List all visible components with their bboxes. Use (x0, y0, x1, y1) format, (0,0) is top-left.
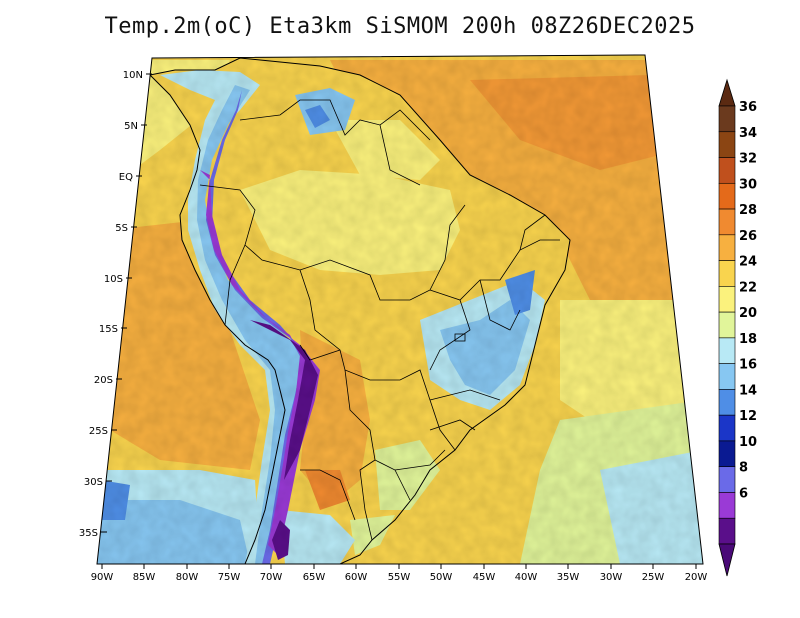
lon-label: 30W (600, 572, 623, 583)
colorbar-boxes (718, 105, 736, 545)
colorbar: 36 34 32 30 28 26 24 22 20 18 16 14 12 10 8 6 (718, 78, 757, 577)
lon-label: 60W (345, 572, 368, 583)
longitude-ticks (101, 564, 697, 569)
colorbar-swatch (718, 234, 736, 261)
coastline-atlantic (149, 57, 571, 564)
colorbar-level-label: 20 (739, 306, 757, 321)
colorbar-swatch (718, 414, 736, 442)
colorbar-level-label: 12 (739, 409, 757, 424)
colorbar-level-label: 18 (739, 332, 757, 347)
colorbar-level-label: 24 (739, 255, 757, 270)
colorbar-swatch (718, 105, 736, 133)
lat-label: 25S (89, 426, 108, 437)
colorbar-swatch (718, 440, 736, 468)
lon-label: 55W (388, 572, 411, 583)
map-title: Temp.2m(oC) Eta3km SiSMOM 200h 08Z26DEC2… (104, 14, 696, 39)
colorbar-level-label: 34 (739, 126, 757, 141)
latitude-labels: 10N 5N EQ 5S 10S 15S 20S 25S 30S 35S (79, 70, 143, 539)
lon-label: 65W (303, 572, 326, 583)
colorbar-top-arrow (718, 78, 736, 107)
lat-label: 15S (99, 324, 118, 335)
colorbar-swatch (718, 389, 736, 416)
lat-label: 5S (115, 223, 128, 234)
colorbar-swatch (718, 517, 736, 545)
colorbar-level-label: 32 (739, 152, 757, 167)
colorbar-level-label: 8 (739, 461, 748, 476)
lat-label: 5N (124, 121, 138, 132)
lat-label: 30S (84, 477, 103, 488)
longitude-labels: 90W 85W 80W 75W 70W 65W 60W 55W 50W 45W … (91, 572, 708, 583)
colorbar-labels: 36 34 32 30 28 26 24 22 20 18 16 14 12 10 8 6 (739, 100, 757, 501)
colorbar-level-label: 22 (739, 280, 757, 295)
colorbar-swatch (718, 131, 736, 158)
colorbar-bottom-arrow (718, 543, 736, 577)
lon-label: 80W (176, 572, 199, 583)
lon-label: 20W (685, 572, 708, 583)
colorbar-level-label: 10 (739, 435, 757, 450)
lon-label: 40W (515, 572, 538, 583)
lon-label: 90W (91, 572, 114, 583)
lon-label: 35W (557, 572, 580, 583)
country-borders (199, 99, 560, 541)
colorbar-level-label: 14 (739, 383, 757, 398)
colorbar-swatch (718, 260, 736, 287)
colorbar-swatch (718, 157, 736, 184)
lon-label: 70W (260, 572, 283, 583)
latitude-ticks (101, 73, 152, 533)
colorbar-swatch (718, 337, 736, 364)
federal-district-border (454, 333, 466, 342)
lon-label: 50W (430, 572, 453, 583)
colorbar-level-label: 28 (739, 203, 757, 218)
temperature-field (97, 55, 703, 564)
colorbar-level-label: 26 (739, 229, 757, 244)
lon-label: 45W (473, 572, 496, 583)
colorbar-swatch (718, 492, 736, 519)
lat-label: 20S (94, 375, 113, 386)
colorbar-swatch (718, 311, 736, 339)
colorbar-swatch (718, 208, 736, 236)
colorbar-swatch (718, 286, 736, 313)
colorbar-swatch (718, 466, 736, 493)
colorbar-level-label: 36 (739, 100, 757, 115)
lat-label: 35S (79, 528, 98, 539)
colorbar-swatch (718, 182, 736, 210)
colorbar-level-label: 6 (739, 486, 748, 501)
coastline-pacific (149, 74, 286, 564)
colorbar-level-label: 16 (739, 358, 757, 373)
field-texture (97, 55, 703, 564)
lon-label: 85W (133, 572, 156, 583)
lat-label: EQ (119, 172, 133, 183)
lon-label: 25W (642, 572, 665, 583)
lat-label: 10S (104, 274, 123, 285)
colorbar-swatch (718, 363, 736, 390)
lon-label: 75W (218, 572, 241, 583)
lat-label: 10N (123, 70, 143, 81)
colorbar-level-label: 30 (739, 177, 757, 192)
